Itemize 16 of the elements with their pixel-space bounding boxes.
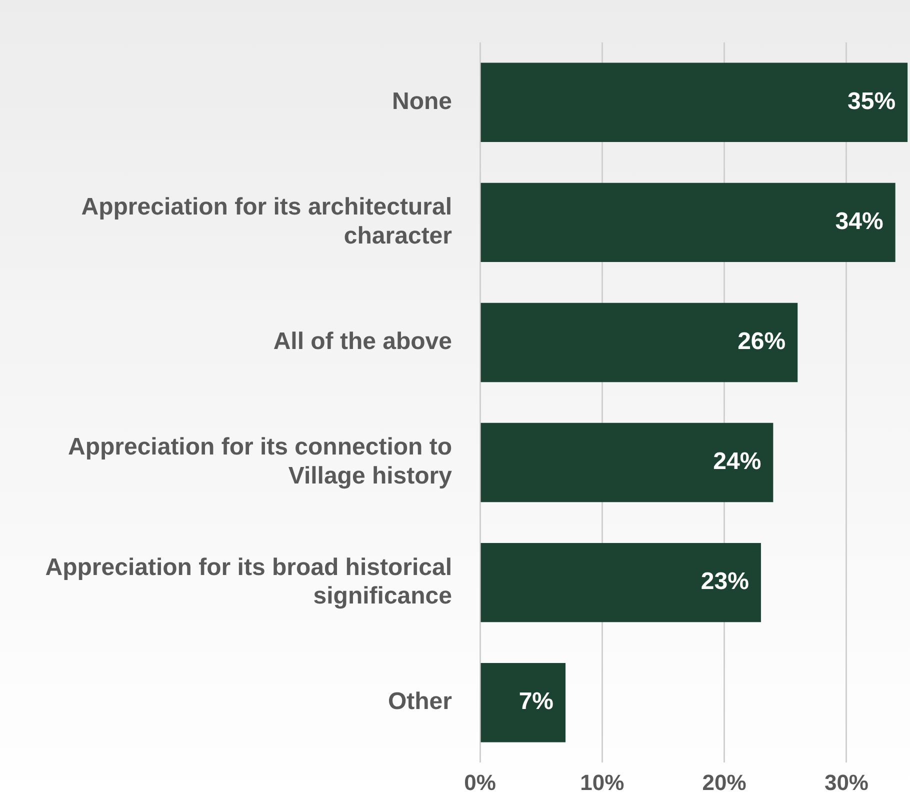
x-tick-label: 0% [464, 770, 496, 795]
data-label: 23% [700, 568, 749, 596]
data-label: 7% [518, 688, 554, 716]
y-tick-label: Appreciation for its connection to Village history [68, 434, 453, 490]
data-label: 35% [848, 88, 896, 116]
y-tick-label: Appreciation for its broad historical significance [45, 554, 452, 610]
x-tick-label: 30% [824, 770, 868, 795]
y-tick-label: Other [388, 688, 452, 716]
x-tick-label: 20% [702, 770, 746, 795]
y-tick-label: All of the above [273, 328, 452, 356]
data-label: 34% [835, 208, 884, 236]
x-tick-label: 10% [580, 770, 624, 795]
y-tick-label: Appreciation for its architectural character [81, 194, 452, 250]
y-tick-label: None [392, 88, 452, 116]
data-label: 26% [738, 328, 786, 356]
data-label: 24% [713, 448, 762, 476]
